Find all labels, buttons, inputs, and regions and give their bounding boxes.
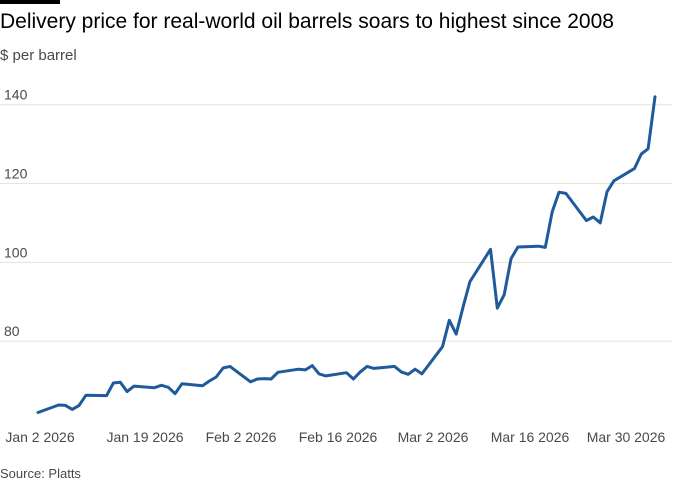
data-point [324,374,328,378]
data-point [413,368,417,371]
y-tick-label: 100 [4,244,28,260]
data-point [653,95,657,99]
data-point [208,379,211,383]
data-point [605,190,609,193]
data-point [393,365,396,368]
data-point [57,403,60,407]
data-point [489,248,492,251]
data-point [372,367,376,370]
data-point [537,245,540,248]
source-note: Source: Platts [0,466,81,481]
data-point [544,246,547,249]
data-point [365,365,369,368]
data-point [77,404,81,407]
data-point [201,384,204,387]
data-point [640,152,643,156]
data-point [276,371,280,374]
data-point [311,364,314,367]
data-point [304,368,307,372]
data-point [64,404,67,407]
x-tick-label: Jan 2 2026 [5,429,74,445]
x-tick-label: Mar 2 2026 [398,429,469,445]
data-point [153,386,156,389]
x-tick-label: Jan 19 2026 [106,429,183,445]
data-point [119,381,122,384]
brand-bar [0,0,60,4]
data-point [221,366,225,370]
data-point [599,221,602,225]
data-point [557,191,561,194]
x-axis-labels: Jan 2 2026 Jan 19 2026 Feb 2 2026 Feb 16 20… [5,429,665,445]
data-point [297,368,300,371]
x-tick-label: Mar 30 2026 [587,429,666,445]
chart-subtitle: $ per barrel [0,47,77,64]
gridlines [0,104,672,342]
chart-title: Delivery price for real-world oil barrel… [0,10,614,33]
data-point [132,384,136,388]
data-point [407,373,410,376]
data-point [551,210,554,214]
data-point [455,332,458,336]
x-tick-label: Feb 16 2026 [299,429,378,445]
data-point [592,215,595,219]
data-point [105,394,108,397]
y-axis-labels: 80 100 120 140 [4,87,28,339]
data-point [317,372,321,376]
data-point [646,147,650,150]
data-point [633,167,636,170]
data-point [441,345,444,348]
x-tick-label: Mar 16 2026 [491,429,570,445]
data-point [352,377,355,381]
y-tick-label: 140 [4,87,28,103]
data-point [461,306,465,309]
data-point [269,377,273,381]
data-point [496,306,499,310]
data-point [112,381,115,385]
data-point [215,375,218,379]
data-point [400,370,403,374]
data-point [256,377,259,381]
data-point [228,365,232,368]
data-point [71,408,74,411]
series-line [36,95,657,414]
y-tick-label: 80 [4,323,20,339]
data-point [585,219,588,222]
data-point [420,372,424,376]
data-point [359,370,362,374]
data-point [160,384,163,387]
data-point [167,386,170,389]
data-point [173,392,177,395]
data-point [612,179,616,182]
data-point [36,411,40,414]
data-point [180,382,184,385]
y-tick-label: 120 [4,166,28,182]
data-point [448,319,451,322]
data-point [263,377,266,380]
data-point [468,280,472,283]
data-point [125,390,129,393]
x-tick-label: Feb 2 2026 [206,429,277,445]
data-point [249,380,252,383]
data-point [509,257,513,260]
data-point [84,394,88,397]
data-point [516,245,520,249]
series-group [36,95,657,414]
data-point [503,293,506,296]
data-point [564,192,568,195]
data-point [345,371,348,374]
